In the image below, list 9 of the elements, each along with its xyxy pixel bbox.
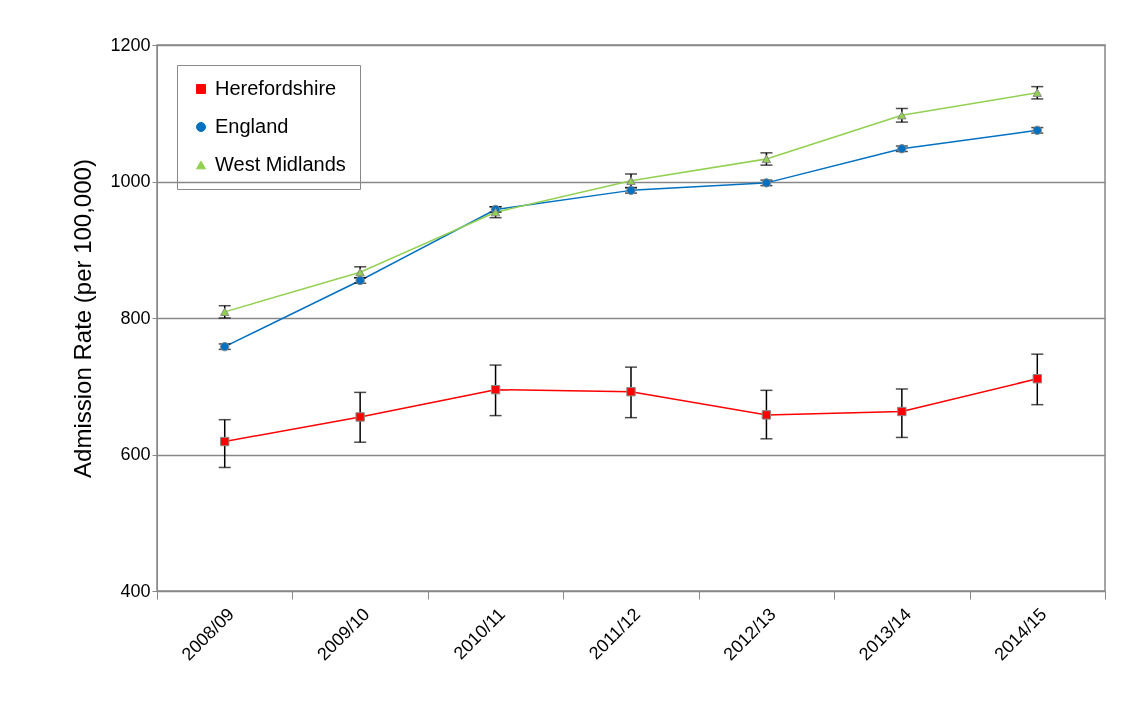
y-tick-label: 1000 xyxy=(110,171,151,191)
y-axis-title: Admission Rate (per 100,000) xyxy=(69,159,97,478)
y-tick-label: 400 xyxy=(120,580,151,601)
y-tick-label: 1200 xyxy=(110,34,151,55)
y-tick-label: 600 xyxy=(120,444,151,464)
legend-label: Herefordshire xyxy=(215,77,337,99)
y-tick-label: 800 xyxy=(120,307,151,328)
legend-label: England xyxy=(215,115,289,137)
legend-label: West Midlands xyxy=(215,153,346,175)
